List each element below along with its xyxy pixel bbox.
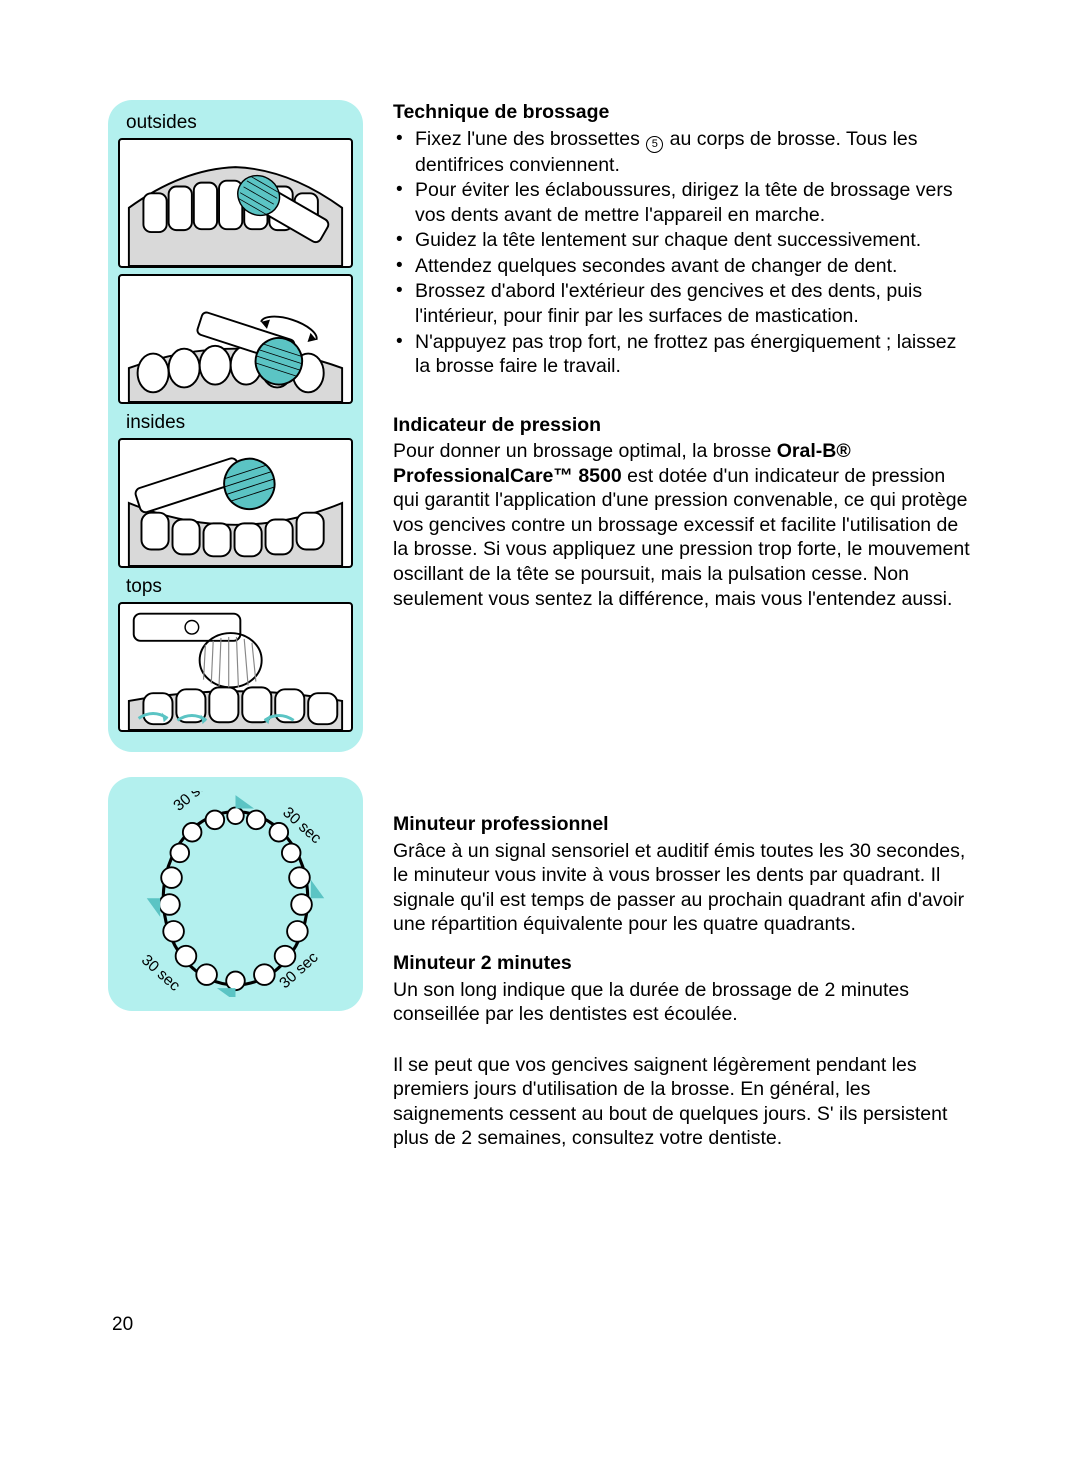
ref-circle-5: 5 — [646, 136, 663, 153]
minuteur-2min-body2: Il se peut que vos gencives saignent lég… — [393, 1053, 972, 1151]
pression-body: Pour donner un brossage optimal, la bros… — [393, 439, 972, 611]
bullet-item: Fixez l'une des brossettes 5 au corps de… — [393, 127, 972, 178]
label-insides: insides — [118, 410, 353, 438]
bullet-item: Brossez d'abord l'extérieur des gencives… — [393, 279, 972, 328]
svg-text:30 sec: 30 sec — [170, 791, 216, 815]
illustration-sidebar: outsides — [108, 100, 363, 1177]
heading-pression: Indicateur de pression — [393, 413, 972, 438]
brushing-illustrations-box: outsides — [108, 100, 363, 752]
label-tops: tops — [118, 574, 353, 602]
timer-illustration-box: 30 sec 30 sec 30 sec 30 sec — [108, 777, 363, 1011]
bullet-item: Attendez quelques secondes avant de chan… — [393, 254, 972, 279]
timer-quadrant-icon: 30 sec 30 sec 30 sec 30 sec — [122, 791, 349, 997]
main-content: Technique de brossage Fixez l'une des br… — [393, 100, 972, 1177]
heading-technique: Technique de brossage — [393, 100, 972, 125]
minuteur-pro-body: Grâce à un signal sensoriel et auditif é… — [393, 839, 972, 937]
panel-insides — [118, 438, 353, 568]
heading-minuteur-2min: Minuteur 2 minutes — [393, 951, 972, 976]
panel-tops — [118, 602, 353, 732]
page-number: 20 — [112, 1314, 133, 1336]
bullet-item: Guidez la tête lentement sur chaque dent… — [393, 228, 972, 253]
technique-bullets: Fixez l'une des brossettes 5 au corps de… — [393, 127, 972, 379]
panel-outsides — [118, 138, 353, 268]
label-outsides: outsides — [118, 110, 353, 138]
minuteur-2min-body1: Un son long indique que la durée de bros… — [393, 978, 972, 1027]
heading-minuteur-pro: Minuteur professionnel — [393, 812, 972, 837]
bullet-item: Pour éviter les éclaboussures, dirigez l… — [393, 178, 972, 227]
panel-outsides-2 — [118, 274, 353, 404]
bullet-item: N'appuyez pas trop fort, ne frottez pas … — [393, 330, 972, 379]
